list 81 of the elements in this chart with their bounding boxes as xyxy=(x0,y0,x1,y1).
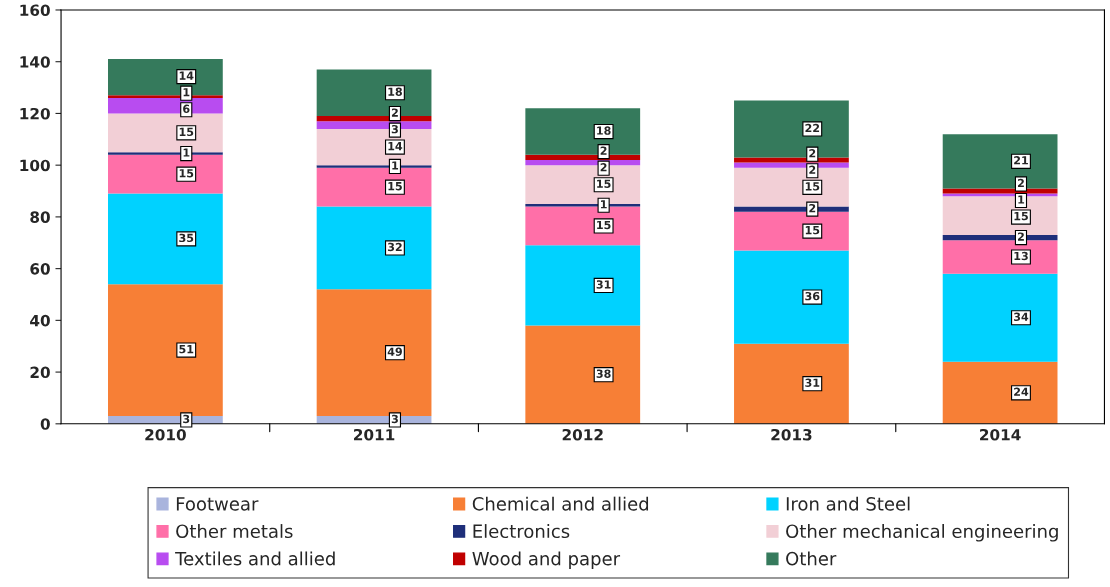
data-label: 3 xyxy=(183,414,190,424)
data-label: 15 xyxy=(805,182,820,191)
x-tick-label: 2011 xyxy=(354,428,395,441)
data-label: 1 xyxy=(183,148,190,157)
data-label: 38 xyxy=(596,369,611,378)
data-label: 2 xyxy=(809,203,816,213)
bar xyxy=(525,325,641,424)
data-label: 34 xyxy=(1013,312,1029,321)
x-tick-label: 2012 xyxy=(562,428,603,441)
legend-label: Chemical and allied xyxy=(472,496,649,511)
bar xyxy=(525,108,641,155)
data-label: 1 xyxy=(392,161,399,170)
data-label: 3 xyxy=(391,414,398,424)
bar xyxy=(734,100,849,158)
bar xyxy=(734,211,849,251)
legend-label: Footwear xyxy=(176,497,259,511)
data-label: 31 xyxy=(805,378,820,387)
legend-label: Electronics xyxy=(473,524,570,539)
bar xyxy=(108,95,223,98)
data-label: 15 xyxy=(597,220,611,230)
bar xyxy=(942,134,1058,189)
data-label: 15 xyxy=(179,169,194,178)
data-label: 24 xyxy=(1014,387,1029,396)
data-label: 2 xyxy=(600,146,607,155)
data-label: 18 xyxy=(597,126,611,135)
y-tick-label: 100 xyxy=(20,159,50,172)
bar xyxy=(942,273,1058,362)
y-tick-label: 160 xyxy=(20,4,50,16)
y-tick-label: 120 xyxy=(20,107,50,120)
data-label: 36 xyxy=(805,291,820,301)
data-label: 22 xyxy=(805,123,820,133)
legend-label: Wood and paper xyxy=(472,551,621,569)
data-label: 49 xyxy=(387,347,402,356)
legend-label: Other metals xyxy=(176,524,293,539)
y-tick-label: 60 xyxy=(30,263,50,275)
bar xyxy=(734,343,849,424)
y-tick-label: 140 xyxy=(20,56,50,68)
data-label: 15 xyxy=(388,182,402,191)
data-label: 1 xyxy=(601,200,607,209)
legend-label: Other mechanical engineering xyxy=(786,524,1058,542)
bar xyxy=(942,361,1058,424)
bar xyxy=(316,69,432,117)
bar xyxy=(108,193,223,285)
data-label: 15 xyxy=(597,179,611,188)
legend-label: Textiles and allied xyxy=(175,551,335,566)
data-label: 14 xyxy=(179,71,194,80)
data-label: 14 xyxy=(388,142,403,151)
x-tick-label: 2014 xyxy=(980,428,1021,441)
x-tick-label: 2010 xyxy=(145,428,186,441)
y-tick-label: 20 xyxy=(30,366,50,379)
data-label: 31 xyxy=(596,280,611,289)
data-label: 2 xyxy=(391,108,398,117)
data-label: 1 xyxy=(183,88,190,97)
data-label: 2 xyxy=(809,149,816,158)
y-tick-label: 40 xyxy=(30,314,50,327)
data-label: 3 xyxy=(391,124,398,134)
bar xyxy=(734,250,849,344)
data-label: 15 xyxy=(805,226,820,235)
data-label: 2 xyxy=(1017,178,1024,188)
bar xyxy=(108,59,223,96)
y-tick-label: 80 xyxy=(30,211,50,223)
bar xyxy=(525,245,641,326)
bar xyxy=(942,240,1058,274)
bar xyxy=(316,206,432,290)
data-label: 6 xyxy=(183,104,190,113)
data-label: 2 xyxy=(600,163,607,172)
data-label: 15 xyxy=(179,127,194,137)
legend-label: Other xyxy=(786,551,837,566)
y-tick-label: 0 xyxy=(40,418,50,430)
data-label: 13 xyxy=(1014,251,1028,261)
data-label: 2 xyxy=(809,165,816,174)
x-tick-label: 2013 xyxy=(771,428,812,441)
data-label: 35 xyxy=(179,233,194,243)
data-label: 51 xyxy=(179,345,194,354)
data-label: 21 xyxy=(1014,156,1028,165)
data-label: 15 xyxy=(1014,212,1028,221)
data-label: 18 xyxy=(388,87,402,96)
data-label: 32 xyxy=(387,242,402,252)
data-label: 1 xyxy=(1018,195,1025,204)
data-label: 2 xyxy=(1017,232,1024,241)
legend-label: Iron and Steel xyxy=(786,496,910,511)
